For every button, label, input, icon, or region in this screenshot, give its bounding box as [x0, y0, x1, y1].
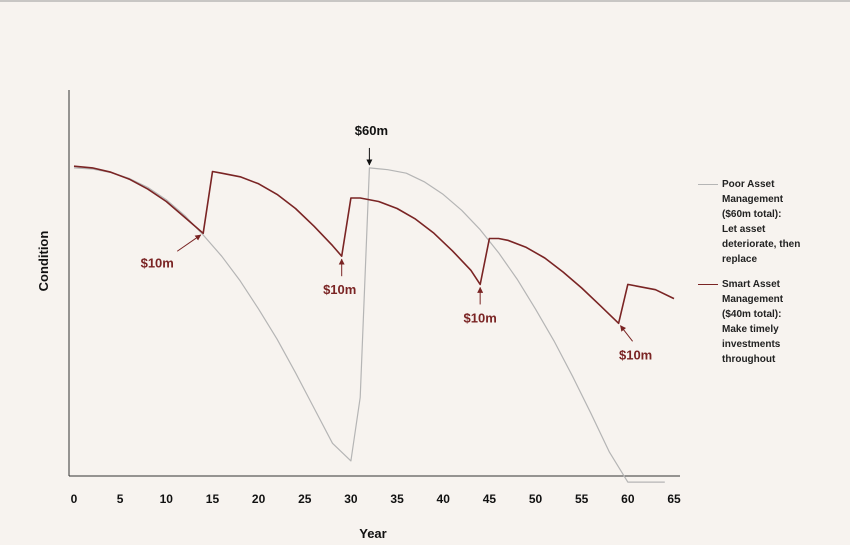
x-tick-label-1: 5	[117, 492, 124, 506]
annotation-label-0: $10m	[141, 255, 174, 270]
legend-line: Management	[722, 294, 784, 305]
y-axis-title: Condition	[36, 231, 51, 292]
x-tick-label-6: 30	[344, 492, 358, 506]
legend-entry-poor: Poor Asset Management ($60m total): Let …	[698, 177, 822, 267]
legend-line: Smart Asset	[722, 279, 780, 290]
x-tick-label-11: 55	[575, 492, 589, 506]
annotations: $10m $10m $10m $10m $60m	[141, 123, 653, 362]
legend-line: Let asset	[722, 224, 766, 235]
legend-line: ($60m total):	[722, 209, 782, 220]
x-tick-label-8: 40	[437, 492, 451, 506]
series-lines	[73, 165, 675, 483]
legend-line: throughout	[722, 354, 776, 365]
annotation-label-1: $10m	[323, 282, 356, 297]
x-tick-label-0: 0	[71, 492, 78, 506]
annotation-label-2: $10m	[464, 310, 497, 325]
legend-line: deteriorate, then	[722, 239, 801, 250]
x-tick-label-4: 20	[252, 492, 266, 506]
x-tick-label-5: 25	[298, 492, 312, 506]
x-tick-label-9: 45	[483, 492, 497, 506]
x-tick-label-13: 65	[667, 492, 681, 506]
annotation-label-3: $10m	[619, 347, 652, 362]
x-tick-label-2: 10	[160, 492, 174, 506]
annotation-arrow-0	[176, 234, 202, 252]
x-tick-label-10: 50	[529, 492, 543, 506]
legend-entry-smart: Smart Asset Management ($40m total): Mak…	[698, 277, 822, 367]
legend-line: Poor Asset	[722, 179, 775, 190]
legend-line: replace	[722, 254, 758, 265]
legend-line: Management	[722, 194, 784, 205]
x-tick-label-7: 35	[390, 492, 404, 506]
series-line-0	[73, 167, 665, 483]
legend-line: investments	[722, 339, 781, 350]
annotation-label-4: $60m	[355, 123, 388, 138]
x-tick-label-3: 15	[206, 492, 220, 506]
legend-line: ($40m total):	[722, 309, 782, 320]
legend-line: Make timely	[722, 324, 779, 335]
legend-swatch-smart	[698, 284, 718, 285]
annotation-arrow-3	[620, 325, 634, 342]
x-tick-label-12: 60	[621, 492, 635, 506]
legend-swatch-poor	[698, 184, 718, 185]
x-tick-labels: 0 5 10 15 20 25 30 35 40 45 50 55 60 65	[71, 492, 681, 506]
series-line-1	[73, 165, 675, 325]
x-axis-title: Year	[359, 526, 386, 541]
